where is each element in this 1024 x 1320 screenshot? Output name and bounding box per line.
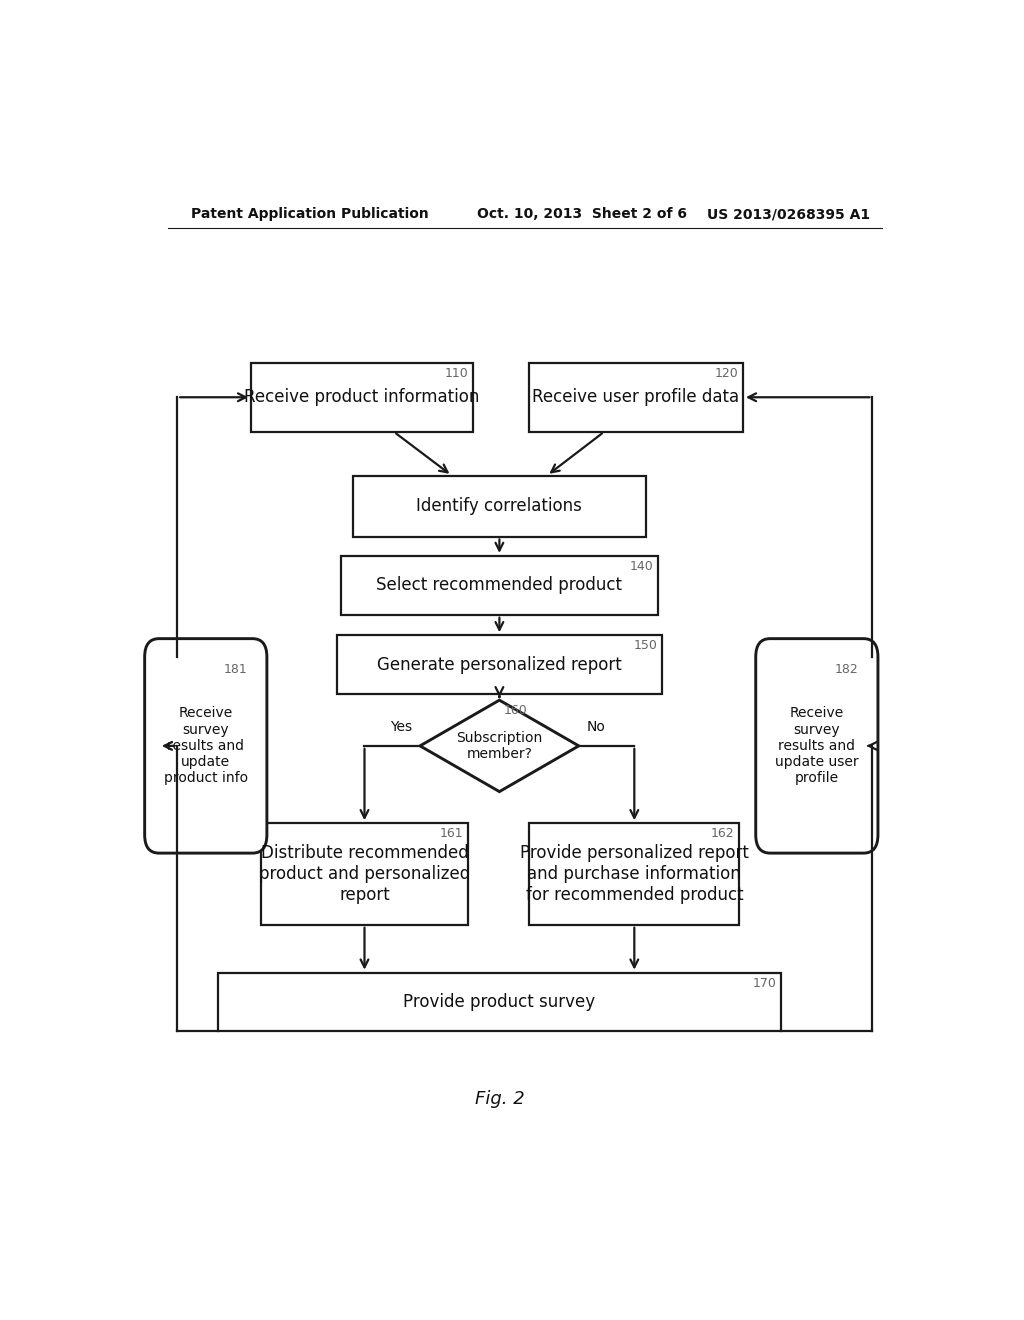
Text: 160: 160 <box>504 704 528 717</box>
Text: Fig. 2: Fig. 2 <box>474 1089 524 1107</box>
FancyBboxPatch shape <box>251 363 473 432</box>
Text: Yes: Yes <box>390 719 412 734</box>
Text: Receive user profile data: Receive user profile data <box>532 388 739 407</box>
Text: Patent Application Publication: Patent Application Publication <box>191 207 429 222</box>
Text: 181: 181 <box>224 663 248 676</box>
Text: Provide personalized report
and purchase information
for recommended product: Provide personalized report and purchase… <box>520 845 749 904</box>
Text: Distribute recommended
product and personalized
report: Distribute recommended product and perso… <box>259 845 470 904</box>
Text: Receive
survey
results and
update
product info: Receive survey results and update produc… <box>164 706 248 785</box>
Text: Subscription
member?: Subscription member? <box>457 731 543 760</box>
FancyBboxPatch shape <box>337 635 663 694</box>
FancyBboxPatch shape <box>528 363 743 432</box>
Text: Receive product information: Receive product information <box>245 388 480 407</box>
Text: 182: 182 <box>836 663 859 676</box>
Text: Generate personalized report: Generate personalized report <box>377 656 622 673</box>
FancyBboxPatch shape <box>341 556 658 615</box>
FancyBboxPatch shape <box>261 824 468 925</box>
FancyBboxPatch shape <box>144 639 267 853</box>
Text: Identify correlations: Identify correlations <box>417 498 583 515</box>
FancyBboxPatch shape <box>756 639 878 853</box>
Text: Select recommended product: Select recommended product <box>377 577 623 594</box>
Text: Oct. 10, 2013  Sheet 2 of 6: Oct. 10, 2013 Sheet 2 of 6 <box>477 207 687 222</box>
Text: US 2013/0268395 A1: US 2013/0268395 A1 <box>708 207 870 222</box>
Text: 161: 161 <box>439 828 463 841</box>
Text: 150: 150 <box>634 639 657 652</box>
FancyBboxPatch shape <box>529 824 739 925</box>
Text: 162: 162 <box>711 828 734 841</box>
Text: Receive
survey
results and
update user
profile: Receive survey results and update user p… <box>775 706 859 785</box>
Text: 120: 120 <box>715 367 738 380</box>
Polygon shape <box>420 700 579 792</box>
FancyBboxPatch shape <box>218 973 781 1031</box>
FancyBboxPatch shape <box>352 475 646 536</box>
Text: No: No <box>587 719 605 734</box>
Text: 140: 140 <box>630 560 653 573</box>
Text: 170: 170 <box>753 977 776 990</box>
Text: Provide product survey: Provide product survey <box>403 993 596 1011</box>
Text: 110: 110 <box>444 367 468 380</box>
